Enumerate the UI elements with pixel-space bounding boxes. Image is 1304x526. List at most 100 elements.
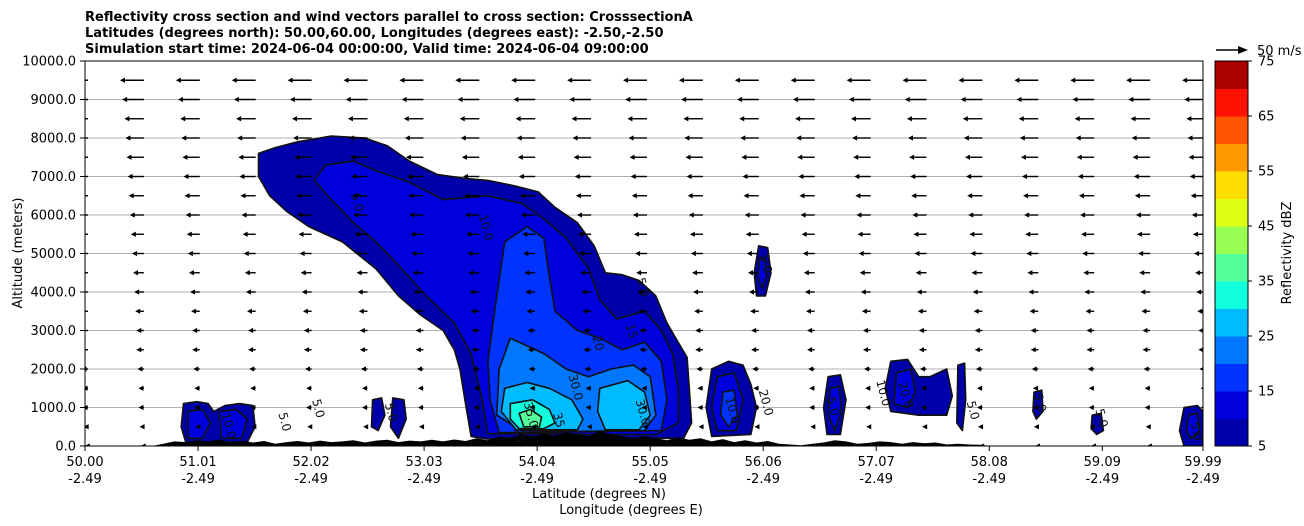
wind-vector-head	[974, 347, 980, 353]
wind-vector	[584, 366, 592, 372]
wind-vector	[414, 308, 424, 314]
wind-vector	[800, 212, 815, 218]
wind-vector-head	[300, 270, 306, 276]
contour-label: 20.0	[756, 388, 776, 417]
wind-vector	[753, 404, 759, 411]
wind-vector-head	[862, 347, 868, 353]
wind-vector	[357, 289, 368, 295]
wind-vector-head	[125, 135, 131, 141]
wind-vector-head	[854, 173, 860, 180]
wind-vector	[410, 231, 424, 237]
wind-vector	[1024, 212, 1039, 218]
wind-vector	[465, 212, 480, 218]
wind-vector	[921, 404, 927, 411]
wind-vector-head	[856, 212, 862, 218]
wind-vector	[1189, 173, 1203, 180]
wind-vector	[129, 212, 144, 218]
wind-vector-head	[343, 77, 349, 83]
wind-vector-head	[241, 212, 247, 218]
wind-vector-head	[1189, 173, 1195, 180]
wind-vector	[524, 270, 536, 276]
y-tick-label: 0.0	[55, 440, 76, 455]
wind-vector-head	[686, 173, 692, 180]
wind-vector	[85, 175, 88, 178]
wind-vector-head	[966, 173, 972, 180]
colorbar-tick-label: 35	[1258, 275, 1275, 290]
wind-vector	[971, 270, 983, 276]
wind-vector-head	[581, 289, 587, 295]
x-tick-label-lon: -2.49	[407, 472, 441, 487]
wind-vector	[250, 404, 256, 411]
wind-vector-head	[131, 250, 137, 257]
wind-vector	[350, 154, 368, 160]
wind-vector-head	[405, 154, 411, 160]
wind-vector	[978, 424, 984, 430]
wind-vector-head	[518, 173, 524, 180]
wind-vector-head	[527, 347, 533, 353]
wind-vector	[968, 212, 983, 218]
colorbar-tick-label: 5	[1258, 440, 1266, 455]
wind-vector-head	[415, 347, 421, 353]
colorbar-band	[1215, 308, 1248, 337]
wind-vector-head	[119, 77, 125, 83]
wind-vector-head	[305, 366, 311, 372]
wind-vector	[306, 385, 312, 391]
wind-vector	[1196, 289, 1203, 295]
wind-vector	[419, 424, 425, 430]
wind-vector	[587, 443, 593, 446]
wind-vector	[251, 424, 257, 430]
wind-vector	[1187, 135, 1203, 141]
wind-vector	[85, 272, 88, 274]
wind-vector-head	[681, 96, 687, 103]
wind-vector-head	[746, 250, 752, 257]
wind-vector-head	[734, 77, 740, 83]
wind-vector-head	[180, 116, 186, 122]
wind-vector	[582, 308, 592, 314]
wind-vector	[85, 195, 88, 197]
wind-vector	[192, 347, 200, 353]
wind-vector-head	[349, 135, 355, 141]
wind-vector-head	[1134, 193, 1140, 199]
wind-vector-head	[461, 154, 467, 160]
wind-vector-head	[476, 443, 482, 446]
wind-vector-head	[248, 327, 254, 334]
wind-vector-head	[183, 173, 189, 180]
wind-vector-head	[586, 424, 592, 430]
wind-vector-head	[1030, 347, 1036, 353]
x-tick-label-lat: 58.08	[971, 455, 1008, 470]
wind-vector	[248, 347, 256, 353]
wind-vector	[1076, 154, 1095, 160]
wind-vector	[909, 154, 927, 160]
wind-vector	[460, 135, 480, 141]
contour-label: 10.0	[219, 411, 239, 440]
wind-vector-head	[306, 404, 312, 411]
wind-vector-head	[409, 212, 415, 218]
wind-vector-head	[962, 116, 968, 122]
wind-vector	[1014, 77, 1039, 83]
x-tick-label-lat: 57.07	[858, 455, 895, 470]
wind-vector	[476, 443, 482, 446]
wind-vector-head	[739, 116, 745, 122]
wind-vector-head	[350, 154, 356, 160]
wind-vector-head	[859, 270, 865, 276]
wind-vector-head	[699, 443, 705, 446]
wind-vector-head	[194, 385, 200, 391]
wind-vector	[962, 116, 983, 122]
y-tick-label: 6000.0	[31, 209, 77, 224]
wind-vector	[1191, 212, 1203, 218]
contour-label: 10.0	[476, 213, 496, 242]
wind-vector-head	[1130, 116, 1136, 122]
wind-vector-head	[466, 231, 472, 237]
wind-vector-head	[289, 96, 295, 103]
x-axis: 50.00 -2.49 51.01 -2.49 52.02 -2.49 53.03 -2.49…	[66, 446, 1222, 487]
y-tick-label: 5000.0	[31, 247, 77, 262]
wind-vector-head	[583, 347, 589, 353]
wind-vector-head	[531, 443, 537, 446]
wind-vector-head	[754, 424, 760, 430]
wind-vector	[461, 154, 480, 160]
wind-key-label: 50 m/s	[1257, 44, 1302, 59]
wind-vector-head	[802, 250, 808, 257]
wind-vector	[239, 173, 256, 180]
wind-vector-head	[1074, 116, 1080, 122]
x-tick-label-lon: -2.49	[68, 472, 102, 487]
